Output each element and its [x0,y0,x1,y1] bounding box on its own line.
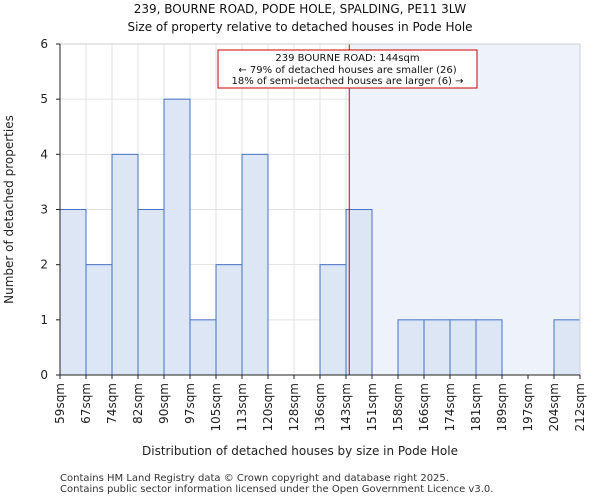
y-tick-label: 1 [40,313,48,327]
x-tick-label: 197sqm [521,383,535,431]
y-tick-label: 2 [40,258,48,272]
y-tick-label: 3 [40,203,48,217]
bar [215,264,243,376]
x-tick-label: 166sqm [417,383,431,431]
x-tick-label: 158sqm [391,383,405,431]
y-tick-label: 5 [40,92,48,106]
bar [59,209,87,376]
bar [397,319,425,376]
x-tick-label: 136sqm [313,383,327,431]
y-tick-label: 0 [40,368,48,382]
annotation-line-3: 18% of semi-detached houses are larger (… [231,76,463,87]
x-tick-label: 204sqm [547,383,561,431]
bar [345,209,373,376]
x-tick-label: 174sqm [443,383,457,431]
y-tick-label: 4 [40,147,48,161]
y-tick-label: 6 [40,37,48,51]
x-tick-label: 97sqm [183,383,197,424]
x-tick-label: 105sqm [209,383,223,431]
bar [189,319,217,376]
x-tick-label: 113sqm [235,383,249,431]
bar [319,264,347,376]
footer-line-2: Contains public sector information licen… [60,484,494,495]
bar [111,153,139,376]
bar [85,264,113,376]
x-tick-label: 143sqm [339,383,353,431]
x-tick-label: 90sqm [157,383,171,424]
x-tick-label: 74sqm [105,383,119,424]
bar [241,153,269,376]
chart-subtitle: Size of property relative to detached ho… [127,20,473,34]
bar [423,319,451,376]
x-tick-label: 120sqm [261,383,275,431]
y-axis: 0 1 2 3 4 5 6 [40,37,61,382]
chart-title: 239, BOURNE ROAD, PODE HOLE, SPALDING, P… [133,2,467,16]
annotation-frame [217,49,478,89]
x-axis: 59sqm 67sqm 74sqm 82sqm 90sqm 97sqm 105sqm 113s… [53,374,587,431]
bar [553,319,581,376]
x-tick-label: 82sqm [131,383,145,424]
annotation-line-1: 239 BOURNE ROAD: 144sqm [275,53,419,64]
x-tick-label: 181sqm [469,383,483,431]
y-axis-label: Number of detached properties [2,115,16,304]
bars [59,98,581,376]
x-axis-label: Distribution of detached houses by size … [142,444,458,458]
footer-line-1: Contains HM Land Registry data © Crown c… [60,473,449,484]
x-tick-label: 212sqm [573,383,587,431]
bar [163,98,191,376]
x-tick-label: 189sqm [495,383,509,431]
x-tick-label: 128sqm [287,383,301,431]
annotation-box: 239 BOURNE ROAD: 144sqm ← 79% of detache… [217,49,478,89]
bar [475,319,503,376]
x-tick-label: 151sqm [365,383,379,431]
x-tick-label: 59sqm [53,383,67,424]
x-tick-label: 67sqm [79,383,93,424]
bar [137,209,165,376]
annotation-line-2: ← 79% of detached houses are smaller (26… [238,65,456,76]
bar [449,319,477,376]
